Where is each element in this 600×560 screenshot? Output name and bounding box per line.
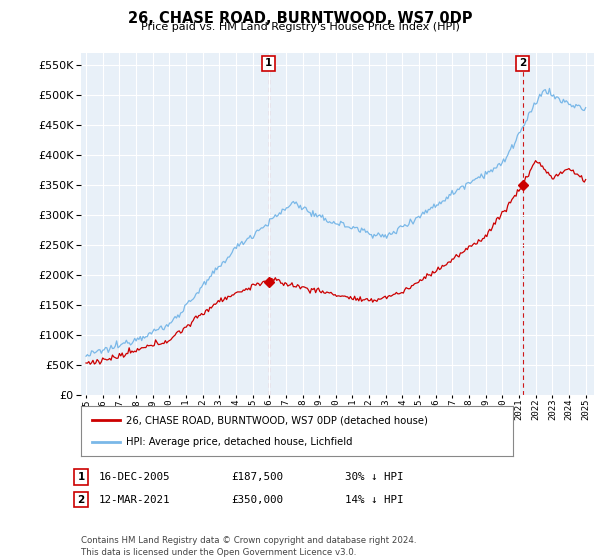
Text: Price paid vs. HM Land Registry's House Price Index (HPI): Price paid vs. HM Land Registry's House … [140, 22, 460, 32]
Text: 2: 2 [77, 494, 85, 505]
Text: 26, CHASE ROAD, BURNTWOOD, WS7 0DP: 26, CHASE ROAD, BURNTWOOD, WS7 0DP [128, 11, 472, 26]
Text: 26, CHASE ROAD, BURNTWOOD, WS7 0DP (detached house): 26, CHASE ROAD, BURNTWOOD, WS7 0DP (deta… [127, 415, 428, 425]
Text: HPI: Average price, detached house, Lichfield: HPI: Average price, detached house, Lich… [127, 437, 353, 447]
Text: £350,000: £350,000 [231, 494, 283, 505]
Text: 12-MAR-2021: 12-MAR-2021 [99, 494, 170, 505]
Text: Contains HM Land Registry data © Crown copyright and database right 2024.
This d: Contains HM Land Registry data © Crown c… [81, 536, 416, 557]
Text: 16-DEC-2005: 16-DEC-2005 [99, 472, 170, 482]
Text: £187,500: £187,500 [231, 472, 283, 482]
Text: 2: 2 [519, 58, 526, 68]
Text: 1: 1 [77, 472, 85, 482]
Text: 1: 1 [265, 58, 272, 68]
Text: 14% ↓ HPI: 14% ↓ HPI [345, 494, 404, 505]
Text: 30% ↓ HPI: 30% ↓ HPI [345, 472, 404, 482]
